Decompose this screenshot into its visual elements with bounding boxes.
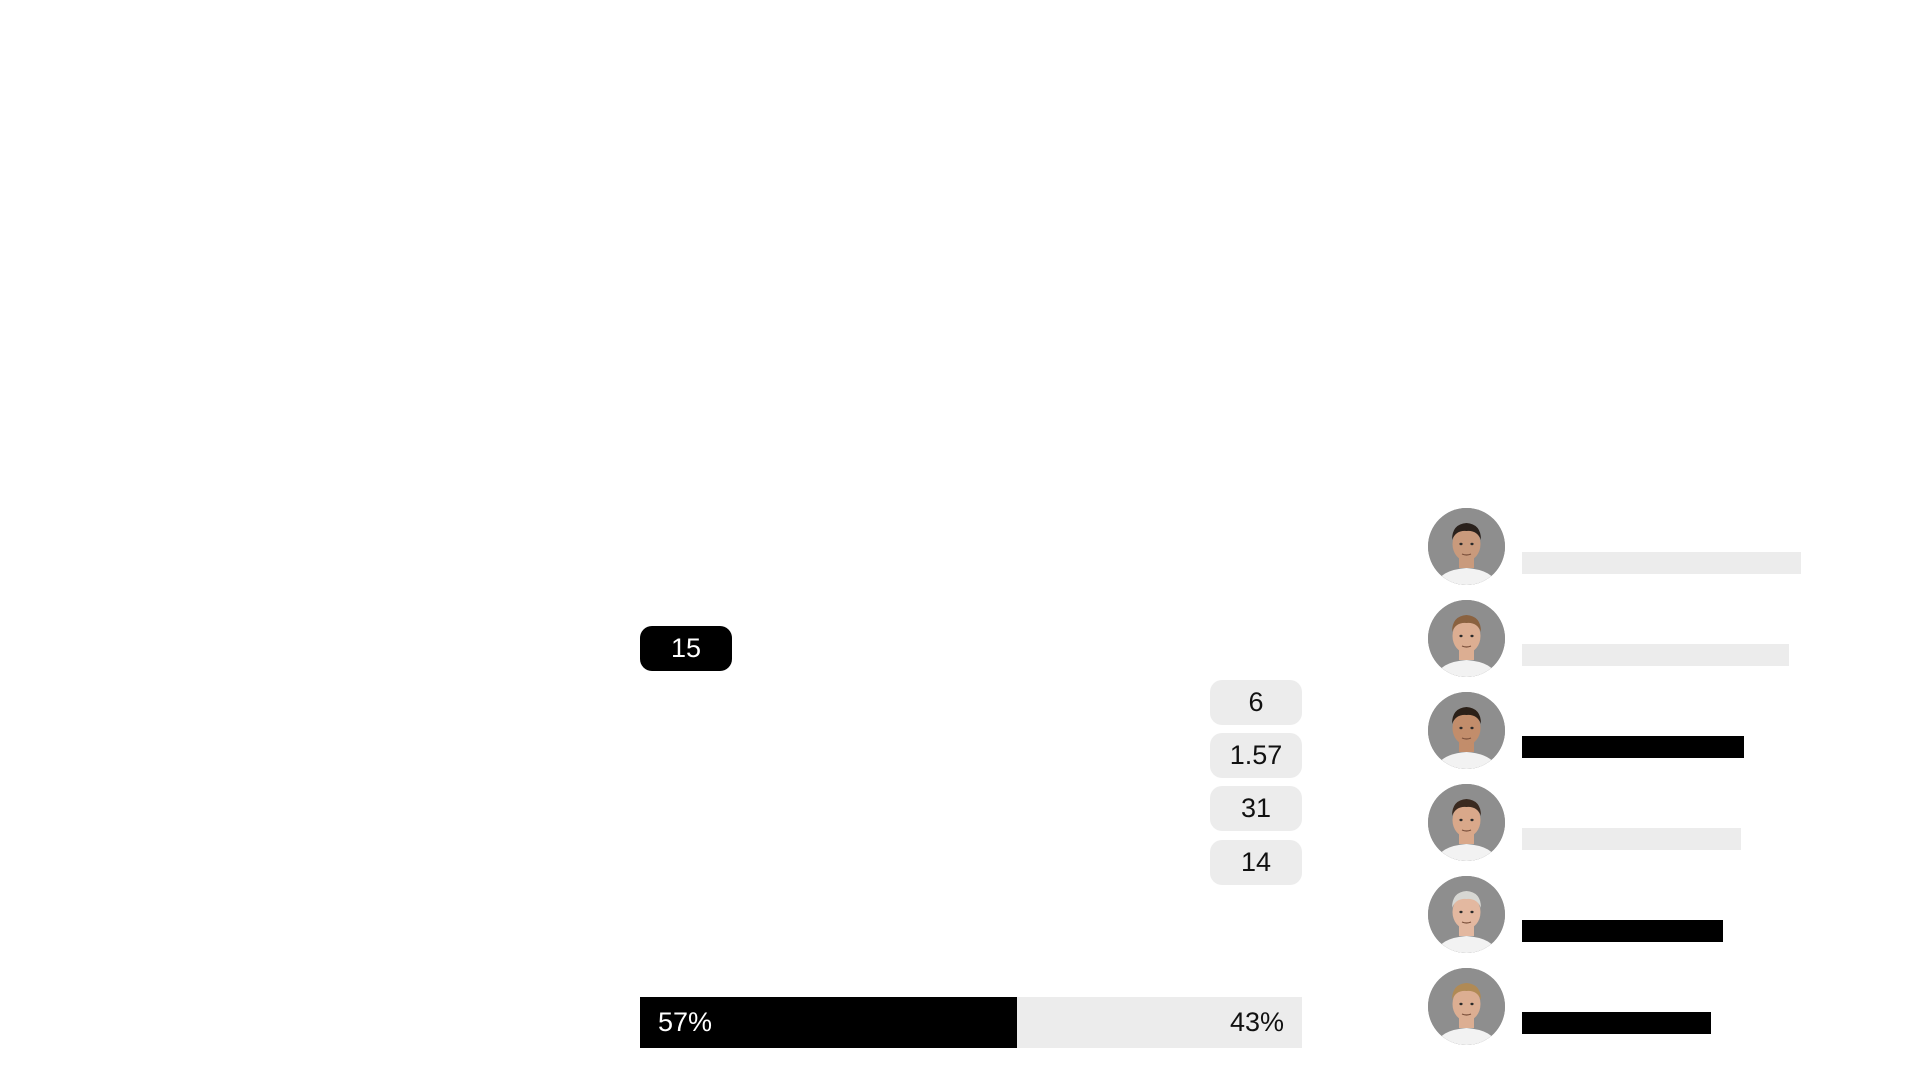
stat-value: 1.57 — [1229, 740, 1283, 770]
stat-pill: 1.57 — [1210, 733, 1302, 778]
player-avatar-icon — [1428, 968, 1505, 1045]
possession-bar: 57% 43% — [640, 997, 1302, 1048]
possession-right-segment: 43% — [1017, 997, 1302, 1048]
player-stat-bar-track — [1522, 644, 1822, 666]
player-stat-bar-track — [1522, 920, 1822, 942]
player-row — [1428, 966, 1828, 1058]
player-stat-bar — [1522, 552, 1801, 574]
player-row — [1428, 782, 1828, 874]
highlight-stat-pill: 15 — [640, 626, 732, 671]
stat-pill: 14 — [1210, 840, 1302, 885]
player-avatar-icon — [1428, 600, 1505, 677]
stat-value: 14 — [1240, 847, 1272, 877]
player-stat-bar — [1522, 828, 1741, 850]
stat-pill: 31 — [1210, 786, 1302, 831]
player-stat-bar-track — [1522, 552, 1822, 574]
player-row — [1428, 874, 1828, 966]
player-avatar-icon — [1428, 784, 1505, 861]
player-stat-bar — [1522, 1012, 1711, 1034]
player-stat-bar — [1522, 920, 1723, 942]
stat-pill: 6 — [1210, 680, 1302, 725]
highlight-stat-value: 15 — [670, 633, 702, 663]
stat-value: 6 — [1248, 687, 1264, 717]
possession-left-segment: 57% — [640, 997, 1018, 1048]
player-stat-bar-track — [1522, 1012, 1822, 1034]
player-avatar-icon — [1428, 692, 1505, 769]
player-avatar-icon — [1428, 508, 1505, 585]
possession-left-label: 57% — [658, 1007, 713, 1037]
player-stat-bar-track — [1522, 736, 1822, 758]
player-row — [1428, 690, 1828, 782]
player-stat-bar-track — [1522, 828, 1822, 850]
player-row — [1428, 598, 1828, 690]
player-list — [1428, 506, 1828, 1058]
player-stat-bar — [1522, 644, 1789, 666]
player-stat-bar — [1522, 736, 1744, 758]
possession-right-label: 43% — [1229, 1007, 1284, 1037]
player-row — [1428, 506, 1828, 598]
stat-value: 31 — [1240, 793, 1272, 823]
player-avatar-icon — [1428, 876, 1505, 953]
